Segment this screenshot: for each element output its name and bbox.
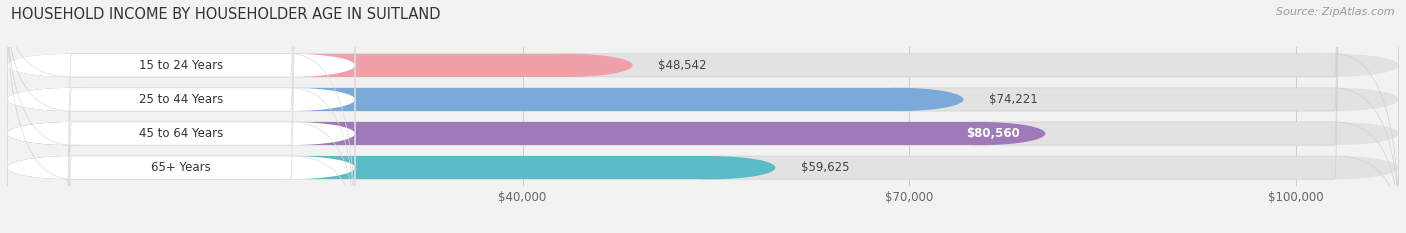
Bar: [72, 156, 1334, 179]
Ellipse shape: [226, 156, 354, 179]
Ellipse shape: [226, 122, 354, 145]
Bar: [72, 156, 711, 179]
Text: 45 to 64 Years: 45 to 64 Years: [139, 127, 224, 140]
Ellipse shape: [7, 88, 136, 111]
Ellipse shape: [7, 156, 136, 179]
Ellipse shape: [7, 88, 136, 111]
Ellipse shape: [7, 54, 136, 77]
Bar: [72, 88, 1334, 111]
Ellipse shape: [1270, 88, 1399, 111]
Ellipse shape: [917, 122, 1045, 145]
Text: Source: ZipAtlas.com: Source: ZipAtlas.com: [1277, 7, 1395, 17]
Ellipse shape: [835, 88, 963, 111]
Ellipse shape: [226, 88, 354, 111]
Ellipse shape: [7, 156, 136, 179]
Bar: [72, 122, 981, 145]
Text: $48,542: $48,542: [658, 59, 707, 72]
Text: 25 to 44 Years: 25 to 44 Years: [139, 93, 224, 106]
Text: 65+ Years: 65+ Years: [152, 161, 211, 174]
Bar: [72, 122, 291, 145]
Bar: [72, 54, 1334, 77]
Bar: [72, 54, 568, 77]
Ellipse shape: [7, 54, 136, 77]
Bar: [72, 54, 291, 77]
Ellipse shape: [1270, 122, 1399, 145]
Ellipse shape: [647, 156, 776, 179]
Ellipse shape: [1270, 156, 1399, 179]
Ellipse shape: [503, 54, 633, 77]
Bar: [72, 88, 900, 111]
Ellipse shape: [7, 156, 136, 179]
Bar: [72, 122, 1334, 145]
Ellipse shape: [7, 122, 136, 145]
Bar: [72, 88, 291, 111]
Ellipse shape: [7, 88, 136, 111]
Text: HOUSEHOLD INCOME BY HOUSEHOLDER AGE IN SUITLAND: HOUSEHOLD INCOME BY HOUSEHOLDER AGE IN S…: [11, 7, 440, 22]
Bar: [72, 156, 291, 179]
Ellipse shape: [1270, 54, 1399, 77]
Ellipse shape: [226, 54, 354, 77]
Ellipse shape: [7, 122, 136, 145]
Text: $74,221: $74,221: [990, 93, 1038, 106]
Text: $59,625: $59,625: [801, 161, 849, 174]
Ellipse shape: [7, 122, 136, 145]
Ellipse shape: [7, 54, 136, 77]
Text: 15 to 24 Years: 15 to 24 Years: [139, 59, 224, 72]
Text: $80,560: $80,560: [966, 127, 1019, 140]
